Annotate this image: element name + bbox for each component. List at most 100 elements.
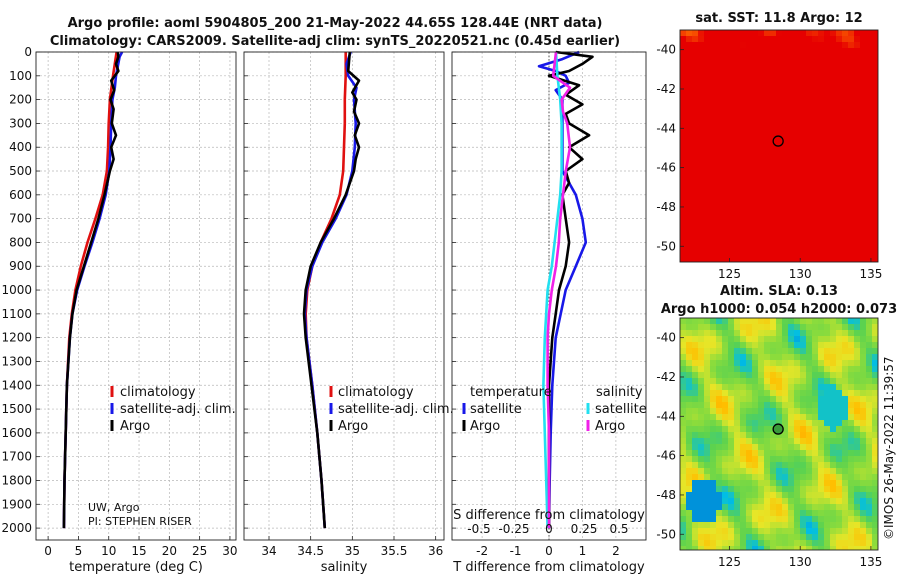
heatmap-cell [830,318,837,325]
legend-temperature-title: temperature [470,385,552,400]
heatmap-cell [770,372,777,379]
heatmap-cell [872,318,878,325]
heatmap-cell [812,378,819,385]
heatmap-cell [770,378,777,385]
heatmap-cell [758,330,765,337]
heatmap-cell [806,444,813,451]
heatmap-cell [710,510,717,517]
heatmap-cell [698,240,705,247]
heatmap-cell [716,30,723,37]
heatmap-cell [686,90,693,97]
heatmap-cell [770,492,777,499]
heatmap-cell [680,174,687,181]
heatmap-cell [704,522,711,529]
heatmap-cell [872,138,878,145]
heatmap-cell [776,90,783,97]
heatmap-cell [722,84,729,91]
heatmap-cell [806,402,813,409]
heatmap-cell [692,186,699,193]
heatmap-cell [704,162,711,169]
heatmap-cell [728,222,735,229]
heatmap-cell [866,150,873,157]
heatmap-cell [758,378,765,385]
heatmap-cell [824,438,831,445]
heatmap-cell [776,516,783,523]
heatmap-cell [800,414,807,421]
heatmap-cell [872,456,878,463]
heatmap-cell [686,534,693,541]
heatmap-cell [728,510,735,517]
heatmap-cell [854,36,861,43]
heatmap-cell [746,384,753,391]
heatmap-cell [734,354,741,361]
heatmap-cell [722,36,729,43]
heatmap-cell [710,360,717,367]
heatmap-cell [752,438,759,445]
heatmap-cell [824,498,831,505]
heatmap-cell [812,534,819,541]
heatmap-cell [788,492,795,499]
heatmap-cell [710,450,717,457]
heatmap-cell [758,54,765,61]
heatmap-cell [866,84,873,91]
heatmap-cell [782,138,789,145]
heatmap-cell [740,180,747,187]
heatmap-cell [722,366,729,373]
heatmap-cell [848,72,855,79]
heatmap-cell [866,360,873,367]
heatmap-cell [854,252,861,259]
heatmap-cell [770,456,777,463]
heatmap-cell [692,240,699,247]
heatmap-cell [818,126,825,133]
heatmap-cell [812,522,819,529]
heatmap-cell [764,258,771,262]
heatmap-cell [746,114,753,121]
heatmap-cell [776,372,783,379]
heatmap-cell [710,150,717,157]
heatmap-cell [788,192,795,199]
heatmap-cell [764,210,771,217]
heatmap-cell [866,492,873,499]
heatmap-cell [800,342,807,349]
heatmap-cell [830,378,837,385]
heatmap-cell [860,510,867,517]
heatmap-cell [806,354,813,361]
heatmap-cell [698,228,705,235]
heatmap-cell [686,210,693,217]
heatmap-cell [764,72,771,79]
heatmap-cell [764,198,771,205]
heatmap-cell [854,318,861,325]
heatmap-cell [704,222,711,229]
heatmap-cell [782,414,789,421]
heatmap-cell [818,36,825,43]
heatmap-cell [728,120,735,127]
heatmap-cell [860,498,867,505]
heatmap-cell [770,420,777,427]
heatmap-cell [752,468,759,475]
heatmap-cell [800,120,807,127]
heatmap-cell [698,408,705,415]
heatmap-cell [722,402,729,409]
temperature-legend: climatology satellite-adj. clim. Argo [110,385,236,434]
heatmap-cell [812,162,819,169]
heatmap-cell [692,246,699,253]
heatmap-cell [848,468,855,475]
heatmap-cell [740,96,747,103]
heatmap-cell [704,150,711,157]
x-tick-label: 135 [859,555,882,569]
heatmap-cell [806,174,813,181]
series-line-argo [62,51,120,529]
heatmap-cell [788,108,795,115]
heatmap-cell [836,354,843,361]
heatmap-cell [782,126,789,133]
heatmap-cell [782,108,789,115]
heatmap-cell [770,96,777,103]
heatmap-cell [788,96,795,103]
x-tick-label: 20 [162,544,177,558]
heatmap-cell [824,48,831,55]
heatmap-cell [818,372,825,379]
heatmap-cell [866,186,873,193]
heatmap-cell [758,504,765,511]
heatmap-cell [740,102,747,109]
heatmap-cell [848,222,855,229]
